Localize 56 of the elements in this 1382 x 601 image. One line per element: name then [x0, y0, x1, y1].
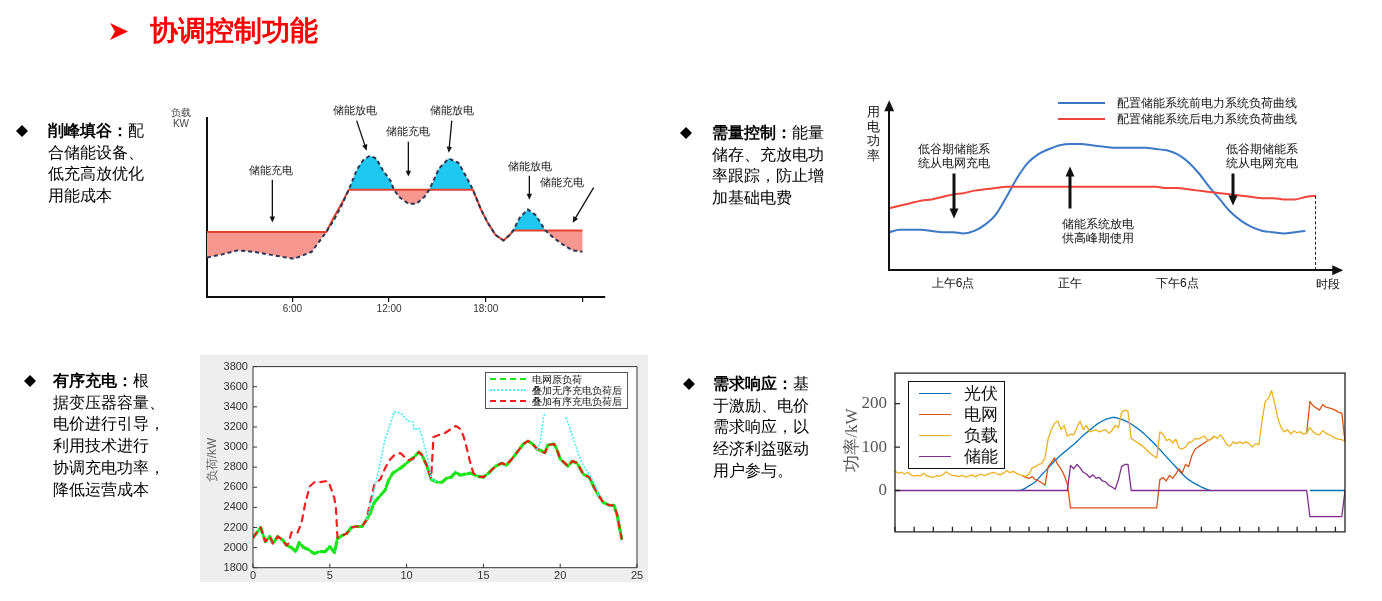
text: 储能充电	[386, 124, 430, 137]
text: 储能放电	[333, 103, 377, 116]
text: 有序充电：根据变压器容量、电价进行引导，利用技术进行协调充电功率，降低运营成本	[53, 372, 165, 498]
annotation: 低谷期储能系统从电网充电	[918, 143, 990, 169]
y-axis-title: 用电功率	[866, 104, 880, 163]
chart-title: 削峰填谷：配合储能设备、低充高放优化用能成本	[48, 122, 144, 205]
y-tick-label: 3800	[223, 359, 248, 372]
y-axis-title: 负荷/kW	[205, 437, 219, 483]
annotation: 储能充电	[540, 175, 584, 188]
y-tick-label: 1800	[223, 560, 248, 573]
legend-label: 配置储能系统后电力系统负荷曲线	[1117, 112, 1297, 127]
x-tick-label: 10	[400, 569, 413, 582]
y-axis-title: 负载 KW	[171, 107, 191, 129]
y-tick-label: 2000	[223, 540, 248, 553]
legend-label: 叠加无序充电负荷后	[532, 384, 622, 396]
y-tick-label: 200	[861, 393, 887, 413]
line-series	[253, 424, 623, 547]
y-tick-label: 100	[861, 436, 887, 456]
x-tick-label: 正午	[1058, 275, 1083, 290]
legend-label: 负载	[964, 425, 998, 447]
x-tick-label: 6:00	[282, 302, 303, 314]
y-tick-label: 3400	[223, 399, 248, 412]
annotation: 储能充电	[249, 163, 293, 176]
legend-label: 电网原负荷	[532, 373, 582, 385]
text: 需量控制：能量储存、充放电功率跟踪，防止增加基础电费	[712, 124, 824, 207]
x-tick-label: 18:00	[473, 302, 499, 314]
y-tick-label: 2600	[223, 480, 248, 493]
y-tick-label: 3600	[223, 379, 248, 392]
legend-label: 储能	[964, 446, 998, 468]
y-tick-label: 3000	[223, 440, 248, 453]
text: 储能放电	[430, 103, 474, 116]
annotation: 储能放电	[508, 159, 552, 172]
y-tick-label: 2800	[223, 460, 248, 473]
x-tick-label: 上午6点	[931, 275, 975, 290]
legend-label: 电网	[964, 404, 998, 426]
legend-label: 配置储能系统前电力系统负荷曲线	[1117, 96, 1297, 111]
y-axis-title: 功率/kW	[841, 408, 861, 472]
annotation: 储能系统放电供高峰期使用	[1062, 218, 1134, 244]
y-tick-label: 3200	[223, 419, 248, 432]
x-tick-label: 15	[477, 569, 490, 582]
text: 需求响应：基于激励、电价需求响应，以经济利益驱动用户参与。	[713, 375, 809, 479]
x-tick-label: 20	[554, 569, 567, 582]
x-tick-label: 25	[630, 569, 644, 582]
x-tick-label: 0	[249, 569, 257, 582]
y-tick-label: 0	[878, 479, 887, 499]
legend-label: 光伏	[964, 383, 998, 405]
line-series	[253, 439, 624, 556]
y-tick-label: 2200	[223, 520, 248, 533]
text: 协调控制功能	[150, 14, 318, 48]
x-tick-label: 下午6点	[1155, 275, 1199, 290]
annotation: 低谷期储能系统从电网充电	[1226, 143, 1298, 169]
x-tick-label: 12:00	[376, 302, 403, 314]
x-tick-label: 5	[326, 569, 333, 582]
x-axis-title: 时段	[1316, 275, 1340, 293]
legend-label: 叠加有序充电负荷后	[532, 395, 622, 407]
y-tick-label: 2400	[223, 500, 248, 513]
